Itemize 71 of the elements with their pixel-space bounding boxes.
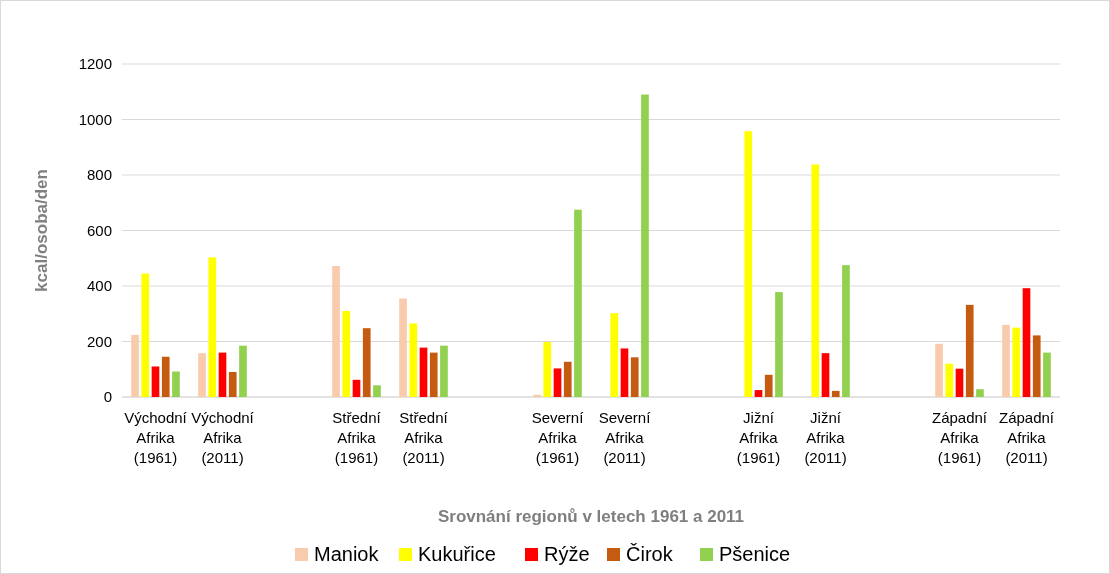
y-tick-label: 200 xyxy=(86,332,112,350)
bar xyxy=(239,345,247,397)
bar xyxy=(533,394,541,397)
bar xyxy=(373,385,381,397)
x-tick-label: Severní Afrika (1961) xyxy=(531,409,585,466)
bar xyxy=(553,368,562,397)
legend-label: Pšenice xyxy=(719,543,791,565)
bar xyxy=(543,342,552,397)
y-tick-label: 600 xyxy=(86,221,112,239)
bar xyxy=(965,304,974,397)
x-tick-label: Střední Afrika (1961) xyxy=(332,409,382,466)
x-tick-label: Východní Afrika (2011) xyxy=(191,409,255,466)
bar xyxy=(744,131,753,397)
bar xyxy=(630,357,639,397)
y-tick-label: 800 xyxy=(86,166,112,184)
bar xyxy=(831,390,840,397)
legend-label: Kukuřice xyxy=(418,543,496,565)
y-tick-label: 0 xyxy=(103,388,112,406)
bar xyxy=(208,257,217,397)
bar xyxy=(332,266,340,397)
bar xyxy=(1043,352,1051,397)
x-tick-label: Západní Afrika (1961) xyxy=(931,409,988,466)
bar xyxy=(641,94,649,397)
bar xyxy=(935,343,943,397)
x-tick-label: Východní Afrika (1961) xyxy=(124,409,188,466)
bar xyxy=(945,363,954,397)
x-axis-title: Srovnání regionů v letech 1961 a 2011 xyxy=(437,507,745,526)
bar xyxy=(399,298,407,397)
bar xyxy=(1032,335,1041,397)
bar xyxy=(342,310,351,397)
bar xyxy=(1012,327,1021,397)
x-tick-label: Jižní Afrika (2011) xyxy=(804,409,847,466)
bar xyxy=(1022,288,1031,397)
bar xyxy=(409,323,418,397)
x-tick-label: Západní Afrika (2011) xyxy=(998,409,1055,466)
bar xyxy=(821,353,830,397)
bar xyxy=(161,356,170,397)
bar xyxy=(198,353,206,397)
bar xyxy=(228,372,237,397)
x-tick-label: Severní Afrika (2011) xyxy=(598,409,652,466)
legend-label: Maniok xyxy=(314,543,380,565)
bar xyxy=(610,313,619,397)
bar xyxy=(842,265,850,397)
bar xyxy=(429,352,438,397)
x-tick-label: Střední Afrika (2011) xyxy=(399,409,449,466)
legend-label: Čirok xyxy=(626,543,674,565)
bar xyxy=(574,209,582,397)
bar xyxy=(419,347,428,397)
bar xyxy=(620,348,629,397)
bar xyxy=(976,389,984,397)
bar xyxy=(440,345,448,397)
y-tick-label: 1200 xyxy=(78,55,112,73)
bar xyxy=(754,390,763,397)
bar xyxy=(131,334,139,397)
y-axis-title: kcal/osoba/den xyxy=(32,169,51,292)
bar xyxy=(775,292,783,397)
y-tick-label: 1000 xyxy=(78,110,112,128)
bar xyxy=(955,368,964,397)
legend-label: Rýže xyxy=(544,543,590,565)
bar xyxy=(764,374,773,397)
bar xyxy=(218,352,227,397)
bar xyxy=(362,328,371,397)
x-tick-label: Jižní Afrika (1961) xyxy=(736,409,781,466)
y-tick-label: 400 xyxy=(86,277,112,295)
bar xyxy=(151,366,160,397)
bar xyxy=(1002,324,1010,397)
bar xyxy=(172,371,180,397)
bar xyxy=(563,361,572,397)
bar xyxy=(141,273,150,397)
bar xyxy=(811,164,820,397)
bar xyxy=(352,379,361,397)
